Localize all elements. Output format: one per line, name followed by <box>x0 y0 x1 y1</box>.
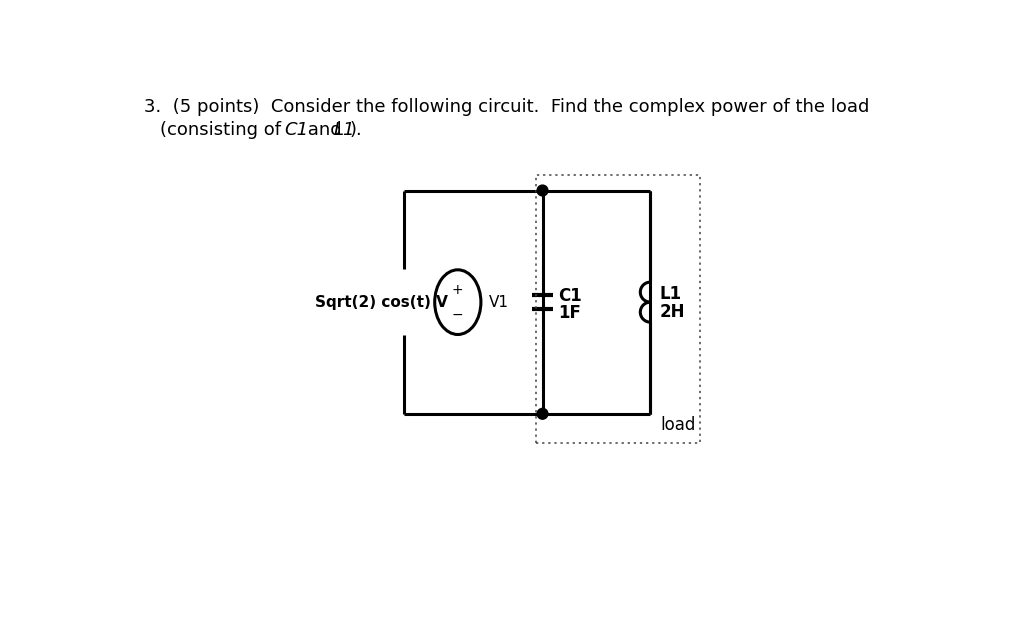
Text: and: and <box>301 121 347 139</box>
Text: load: load <box>660 416 695 434</box>
Text: L1: L1 <box>659 286 682 304</box>
Text: −: − <box>452 308 464 321</box>
Text: (consisting of: (consisting of <box>160 121 287 139</box>
Text: ).: ). <box>349 121 362 139</box>
Bar <box>537 175 700 443</box>
Text: C1: C1 <box>285 121 308 139</box>
Text: +: + <box>452 283 464 297</box>
Text: 3.  (5 points)  Consider the following circuit.  Find the complex power of the l: 3. (5 points) Consider the following cir… <box>144 98 869 116</box>
Circle shape <box>538 185 548 196</box>
Text: V1: V1 <box>488 294 509 309</box>
Text: L1: L1 <box>334 121 355 139</box>
Text: 2H: 2H <box>659 303 685 321</box>
Text: C1: C1 <box>558 287 582 305</box>
Circle shape <box>538 408 548 419</box>
Text: 1F: 1F <box>558 304 581 322</box>
Text: Sqrt(2) cos(t) V: Sqrt(2) cos(t) V <box>315 294 449 309</box>
